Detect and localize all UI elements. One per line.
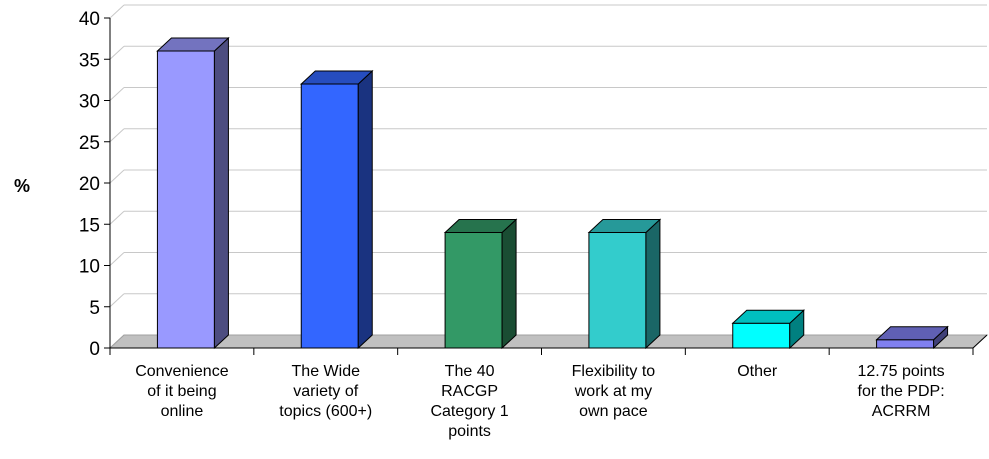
y-tick-label: 10 [79,257,100,278]
y-tick-labels: 0 5 10 15 20 25 30 35 40 [79,9,110,360]
bar [587,218,662,350]
bar-top [299,70,374,85]
x-category-label-line: Category 1 [430,403,508,420]
y-tick-label: 35 [79,50,100,71]
bar [156,36,230,350]
y-tick-label: 40 [79,9,100,30]
x-category-label: Convenience of it being online [135,363,229,420]
gridline-depth [109,293,125,308]
bar-front [732,322,791,349]
y-tick-label: 5 [89,298,100,319]
bar-top [443,219,518,233]
x-axis-depth-line [972,334,988,349]
bar [299,69,374,350]
gridline-depth [109,169,125,184]
gridline-depth [109,45,125,60]
bar [875,325,949,350]
floor-plane [108,334,989,349]
gridlines [109,4,987,349]
bar-top [731,309,806,324]
gridline-depth [109,4,125,19]
x-category-label-line: RACGP [441,383,498,400]
x-category-label-line: for the PDP: [858,383,945,400]
bar-side [357,69,373,350]
bar-side [213,36,229,350]
bar-front [876,339,935,349]
axes [109,18,988,349]
y-tick-label: 20 [79,174,100,195]
x-category-label-line: 12.75 points [857,363,944,380]
x-category-label: Other [737,363,778,380]
x-category-label-line: The 40 [445,363,495,380]
bar [731,309,806,350]
y-tick-label: 30 [79,92,100,113]
bar-side [501,218,517,350]
x-category-label-line: Flexibility to [572,363,656,380]
x-category-label-line: points [448,423,491,440]
y-tick-label: 15 [79,215,100,236]
bar [443,218,518,350]
chart-floor [108,334,989,349]
gridline-depth [109,128,125,143]
x-category-label-line: topics (600+) [279,403,372,420]
x-category-label-line: own pace [579,403,648,420]
x-category-label-line: variety of [293,383,358,400]
gridline-depth [109,87,125,101]
bar-front [588,232,647,349]
x-category-label: 12.75 points for the PDP: ACRRM [857,363,944,420]
bar-side [645,218,661,350]
x-category-label-line: Convenience [135,363,229,380]
x-tick-labels: Convenience of it being online The Wide vari… [109,348,974,440]
bar-front [300,83,359,349]
x-category-label-line: online [161,403,204,420]
bar-top [156,37,230,52]
bar-front [156,50,215,349]
x-category-label: Flexibility to work at my own pace [572,363,656,420]
bars [156,36,949,350]
x-category-label-line: of it being [147,383,216,400]
bar-top [875,326,949,341]
y-tick-label: 25 [79,133,100,154]
gridline-depth [109,210,125,225]
bar-top [587,219,662,233]
x-category-label: The Wide variety of topics (600+) [279,363,372,420]
x-category-label-line: ACRRM [872,403,931,420]
x-category-label-line: Other [737,363,778,380]
x-category-label: The 40 RACGP Category 1 points [430,363,508,440]
x-category-label-line: The Wide [292,363,361,380]
x-category-label-line: work at my [574,383,652,400]
gridline-depth [109,252,125,266]
y-tick-label: 0 [89,339,100,360]
bar-front [444,232,503,349]
y-axis-label: % [14,176,30,196]
